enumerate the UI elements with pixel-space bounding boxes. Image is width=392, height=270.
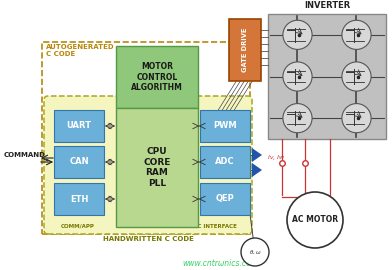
Text: AC MOTOR: AC MOTOR [292, 215, 338, 224]
Text: $\theta,\omega$: $\theta,\omega$ [249, 248, 261, 256]
FancyBboxPatch shape [44, 96, 252, 234]
Text: COMMAND: COMMAND [4, 152, 46, 158]
FancyBboxPatch shape [229, 19, 261, 81]
Text: AUTOGENERATED
C CODE: AUTOGENERATED C CODE [46, 44, 114, 58]
Circle shape [342, 104, 371, 133]
Polygon shape [252, 163, 262, 177]
Circle shape [342, 62, 371, 91]
Text: HANDWRITTEN C CODE: HANDWRITTEN C CODE [103, 236, 193, 242]
Circle shape [342, 20, 371, 49]
Text: QEP: QEP [216, 194, 234, 204]
Circle shape [283, 104, 312, 133]
FancyBboxPatch shape [116, 108, 198, 227]
Text: CPU
CORE
RAM
PLL: CPU CORE RAM PLL [143, 147, 171, 188]
Text: Iv, Iw: Iv, Iw [268, 156, 284, 160]
Text: INVERTER: INVERTER [304, 1, 350, 10]
FancyBboxPatch shape [116, 46, 198, 108]
FancyBboxPatch shape [54, 183, 104, 215]
FancyBboxPatch shape [200, 110, 250, 142]
FancyBboxPatch shape [268, 14, 386, 139]
Text: ETH: ETH [70, 194, 88, 204]
FancyBboxPatch shape [54, 146, 104, 178]
Circle shape [241, 238, 269, 266]
Text: MOTOR
CONTROL
ALGORITHM: MOTOR CONTROL ALGORITHM [131, 62, 183, 92]
Text: www.cntrωnics.com: www.cntrωnics.com [182, 258, 258, 268]
Text: MC INTERFACE: MC INTERFACE [192, 224, 236, 229]
FancyBboxPatch shape [54, 110, 104, 142]
FancyBboxPatch shape [200, 146, 250, 178]
FancyBboxPatch shape [200, 183, 250, 215]
Polygon shape [252, 148, 262, 162]
Text: UART: UART [67, 122, 91, 130]
Text: GATE DRIVE: GATE DRIVE [242, 28, 248, 72]
Text: CAN: CAN [69, 157, 89, 167]
Text: PWM: PWM [213, 122, 237, 130]
Circle shape [283, 62, 312, 91]
Circle shape [283, 20, 312, 49]
Text: SYSTEM INIT: SYSTEM INIT [128, 224, 168, 229]
Text: COMM/APP: COMM/APP [61, 224, 95, 229]
Text: ADC: ADC [215, 157, 235, 167]
Circle shape [287, 192, 343, 248]
